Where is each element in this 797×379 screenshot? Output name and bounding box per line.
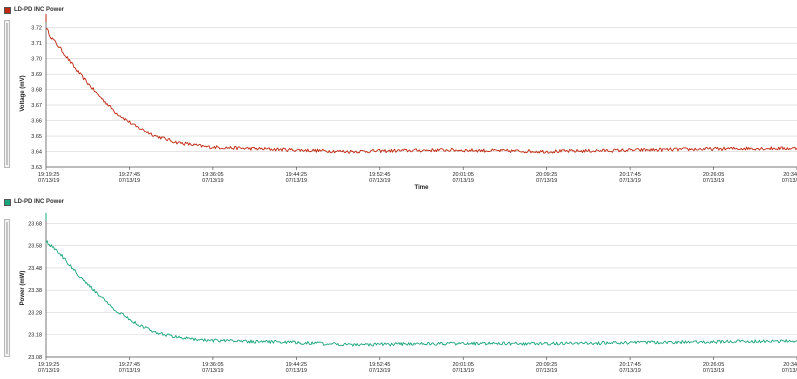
x-tick-label: 19:27:45 [119,172,140,178]
y-tick-label: 3.71 [31,41,42,47]
y-tick-label: 3.68 [31,88,42,94]
x-tick-label: 20:34 [783,362,797,368]
chart-legend: LD-PD INC Power [4,197,64,207]
x-tick-date-label: 07/13/19 [286,368,307,374]
x-tick-date-label: 07/13/19 [38,178,59,184]
scrollbar-thumb[interactable] [6,23,8,165]
x-tick-label: 20:09:25 [536,362,557,368]
voltage-chart-svg: 3.72 3.71 3.70 3.69 3.68 3.67 3.66 3.65 3.64 3.63… [20,14,797,191]
x-tick-label: 20:01:05 [453,362,474,368]
power-chart-svg: 23.68 23.58 23.48 23.38 23.28 23.18 23.0819:19… [20,213,797,374]
x-tick-date-label: 07/13/19 [703,178,724,184]
y-tick-label: 3.65 [31,134,42,140]
x-tick-date-label: 07/13/19 [38,368,59,374]
x-tick-label: 20:01:05 [453,172,474,178]
vertical-scrollbar[interactable] [4,20,10,168]
x-tick-date-label: 07/13/ [782,368,797,374]
x-tick-label: 20:34 [783,172,797,178]
x-tick-date-label: 07/13/19 [536,368,557,374]
chart-legend: LD-PD INC Power [4,5,64,15]
legend-swatch [4,198,11,206]
y-axis-title: Power (mW) [20,271,26,306]
y-tick-label: 3.63 [31,165,42,171]
y-axis-title: Voltage (mV) [20,75,26,111]
y-tick-label: 3.64 [31,150,42,156]
y-tick-label: 23.18 [28,333,42,339]
y-tick-label: 3.67 [31,103,42,109]
x-tick-date-label: 07/13/19 [286,178,307,184]
x-tick-label: 20:26:05 [703,362,724,368]
x-tick-label: 20:26:05 [703,172,724,178]
y-tick-label: 23.68 [28,221,42,227]
x-tick-label: 19:27:45 [119,362,140,368]
y-tick-label: 3.70 [31,57,42,63]
x-tick-date-label: 07/13/19 [619,178,640,184]
voltage-chart-panel: LD-PD INC Power 3.72 3.71 3.70 3.69 3.68 3.67… [4,5,797,191]
x-tick-date-label: 07/13/19 [703,368,724,374]
series-line [45,28,797,154]
x-tick-label: 20:09:25 [536,172,557,178]
x-tick-date-label: 07/13/19 [536,178,557,184]
x-tick-label: 19:36:05 [202,362,223,368]
x-tick-date-label: 07/13/ [782,178,797,184]
vertical-scrollbar[interactable] [4,219,10,357]
series-line [45,240,797,347]
x-tick-date-label: 07/13/19 [119,368,140,374]
x-tick-date-label: 07/13/19 [453,178,474,184]
x-tick-date-label: 07/13/19 [369,368,390,374]
x-tick-label: 19:44:25 [286,172,307,178]
x-tick-label: 19:52:45 [369,172,390,178]
x-tick-label: 20:17:45 [619,172,640,178]
scrollbar-thumb[interactable] [6,222,8,354]
y-tick-label: 3.69 [31,72,42,78]
x-tick-label: 20:17:45 [619,362,640,368]
y-tick-label: 23.28 [28,310,42,316]
legend-label: LD-PD INC Power [14,7,65,13]
y-tick-label: 3.72 [31,26,42,32]
x-tick-date-label: 07/13/19 [369,178,390,184]
y-tick-label: 23.38 [28,288,42,294]
x-tick-label: 19:52:45 [369,362,390,368]
x-tick-label: 19:19:25 [38,172,59,178]
x-tick-date-label: 07/13/19 [202,178,223,184]
y-tick-label: 3.66 [31,119,42,125]
power-chart-panel: LD-PD INC Power 23.68 23.58 23.48 23.38 23.2… [0,192,797,379]
y-tick-label: 23.58 [28,244,42,250]
legend-label: LD-PD INC Power [14,199,65,205]
legend-swatch [4,6,11,14]
y-tick-label: 23.08 [28,355,42,361]
x-tick-date-label: 07/13/19 [619,368,640,374]
x-tick-date-label: 07/13/19 [453,368,474,374]
x-axis-title: Time [415,185,430,191]
x-tick-date-label: 07/13/19 [119,178,140,184]
x-tick-label: 19:19:25 [38,362,59,368]
x-tick-date-label: 07/13/19 [202,368,223,374]
x-tick-label: 19:44:25 [286,362,307,368]
y-tick-label: 23.48 [28,266,42,272]
x-tick-label: 19:36:05 [202,172,223,178]
